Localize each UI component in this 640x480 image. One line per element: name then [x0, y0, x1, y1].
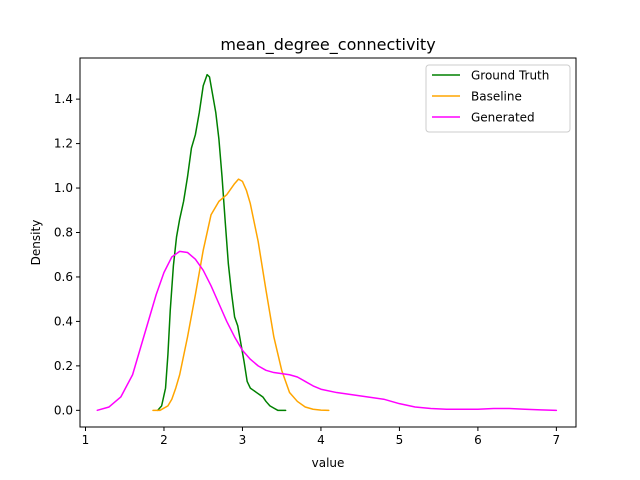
chart-title: mean_degree_connectivity [220, 35, 435, 55]
x-tick-label: 6 [474, 433, 482, 447]
legend-label-generated: Generated [471, 111, 535, 125]
x-axis-ticks: 1 2 3 4 5 6 7 [82, 427, 561, 447]
legend: Ground Truth Baseline Generated [425, 64, 571, 133]
plot-frame [79, 57, 577, 428]
series-line-baseline [152, 178, 330, 412]
series-line-generated [96, 250, 558, 412]
x-tick-label: 1 [82, 433, 90, 447]
legend-box [425, 64, 571, 133]
series-line-ground-truth [156, 73, 287, 412]
y-tick-label: 0.0 [54, 403, 73, 417]
y-tick-label: 1.4 [54, 92, 73, 106]
y-tick-label: 0.6 [54, 270, 73, 284]
y-axis-ticks: 0.0 0.2 0.4 0.6 0.8 1.0 1.2 1.4 [54, 92, 80, 417]
series-layer [96, 73, 558, 412]
y-tick-label: 0.2 [54, 359, 73, 373]
y-tick-label: 0.8 [54, 225, 73, 239]
y-tick-label: 1.2 [54, 137, 73, 151]
y-axis-label: Density [29, 220, 43, 266]
legend-label-baseline: Baseline [471, 90, 522, 104]
x-tick-label: 3 [239, 433, 247, 447]
y-tick-label: 1.0 [54, 181, 73, 195]
x-axis-label: value [312, 456, 345, 470]
x-tick-label: 7 [553, 433, 561, 447]
x-tick-label: 5 [396, 433, 404, 447]
legend-label-ground-truth: Ground Truth [471, 69, 549, 83]
x-tick-label: 4 [317, 433, 325, 447]
x-tick-label: 2 [160, 433, 168, 447]
legend-entries: Ground Truth Baseline Generated [432, 69, 549, 125]
y-tick-label: 0.4 [54, 314, 73, 328]
